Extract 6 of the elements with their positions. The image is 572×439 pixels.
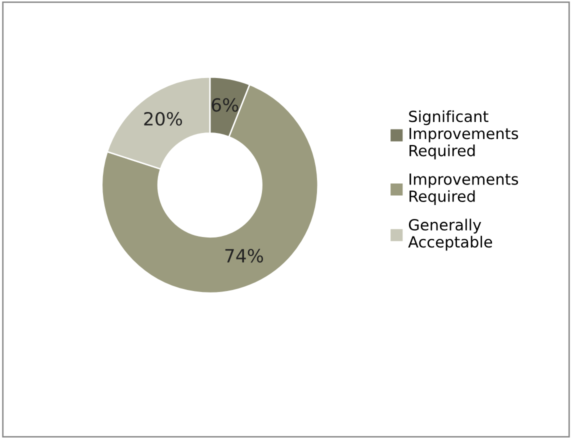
data-label: 6% [212, 98, 238, 112]
legend-label: Significant Improvements Required [409, 110, 518, 160]
data-label: 20% [144, 112, 182, 126]
legend-label: Improvements Required [410, 174, 518, 205]
legend-label: Generally Acceptable [408, 218, 492, 251]
data-label: 74% [225, 248, 264, 263]
